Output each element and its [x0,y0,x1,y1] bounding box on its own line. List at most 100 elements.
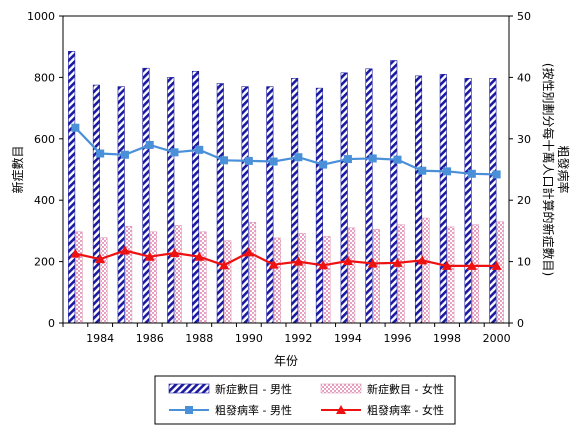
rate-male-point [244,156,253,165]
legend-label: 新症數目 - 女性 [367,382,444,396]
legend-label: 新症數目 - 男性 [215,382,292,396]
bar-male [142,67,150,324]
bar-female [323,236,331,324]
rate-female-point [318,260,329,270]
bar-male [390,60,398,324]
rate-male-point [294,153,303,162]
rate-female-point [219,260,230,270]
bar-female [174,225,182,324]
bar-female [149,231,157,324]
rate-female-point [144,251,155,261]
bar-male [216,83,224,324]
rate-male-point [170,148,179,157]
y-left-tick-label: 600 [34,133,55,146]
rate-female-point [268,259,279,269]
bar-female [224,240,232,324]
bar-male [489,78,497,324]
bar-female [273,237,281,324]
x-tick-label: 1984 [86,332,114,345]
legend-marker-female-rate [336,405,346,414]
rate-male-point [195,145,204,154]
bar-female [199,231,207,324]
bar-male [68,51,76,324]
rate-male-point [319,160,328,169]
y-right-axis-title: (按性別劃分每十萬人口計算的新症數目) [541,63,556,276]
rate-female-point [293,256,304,266]
x-tick-label: 1996 [384,332,412,345]
bar-female [100,237,108,324]
rate-male-point [393,155,402,164]
bar-male [365,68,373,324]
legend-label: 粗發病率 - 女性 [367,403,444,417]
rate-female-point [194,251,205,261]
rate-female-point [392,257,403,267]
rate-male-point [492,170,501,179]
x-tick-label: 1990 [235,332,263,345]
bar-male [414,75,423,324]
rate-male-point [443,167,452,176]
bar-male [92,84,100,324]
y-left-tick-label: 1000 [27,10,55,23]
rate-male-point [269,157,278,166]
legend-marker-male-rate [185,406,193,414]
rate-female-point [342,255,353,265]
y-left-tick-label: 800 [34,71,55,84]
y-right-axis-title: 粗發病率 [556,145,571,193]
y-right-tick-label: 30 [517,133,531,146]
rate-male-point [220,156,229,165]
y-right-tick-label: 20 [517,194,531,207]
rate-male-point [145,140,154,149]
x-tick-label: 2000 [483,332,511,345]
bar-male [241,86,249,324]
y-right-tick-label: 10 [517,256,531,269]
rate-female-point [367,258,378,268]
bar-male [464,78,472,324]
bar-female [422,217,430,324]
bar-female [348,227,356,324]
bar-female [125,226,133,324]
x-axis-title: 年份 [274,354,298,368]
rate-male-point [343,155,352,164]
y-right-tick-label: 0 [517,317,524,330]
y-left-tick-label: 400 [34,194,55,207]
rate-female-point [243,247,254,257]
legend-swatch-male-count [168,383,210,394]
y-right-tick-label: 40 [517,71,531,84]
bar-female [397,224,405,324]
rate-female-point [417,255,428,265]
x-tick-label: 1994 [334,332,362,345]
x-tick-label: 1998 [433,332,461,345]
rate-female-point [491,260,502,270]
rate-male-point [368,154,377,163]
bar-female [249,222,257,324]
legend-swatch-female-count [320,383,362,394]
bar-female [372,229,380,324]
rate-female-line [75,249,497,267]
rate-female-point [169,248,180,258]
bar-male [291,78,299,324]
x-tick-label: 1986 [136,332,164,345]
rate-female-point [95,254,106,264]
rate-female-point [119,245,130,255]
x-tick-label: 1988 [185,332,213,345]
legend-label: 粗發病率 - 男性 [215,403,292,417]
y-left-axis-title: 新症數目 [10,145,25,193]
rate-female-point [442,260,453,270]
rate-female-point [466,260,477,270]
bar-male [315,87,323,324]
bar-female [496,221,504,324]
bar-male [439,74,447,324]
bar-female [447,226,455,324]
rate-male-point [120,150,129,159]
rate-male-point [71,123,80,132]
y-left-tick-label: 0 [48,317,55,330]
bar-female [298,233,306,324]
bar-male [266,86,274,324]
bar-male [117,86,125,324]
rate-male-point [418,166,427,175]
rate-male-line [74,126,497,176]
bar-female [75,231,83,324]
bar-male [167,77,175,324]
bar-male [191,70,200,324]
